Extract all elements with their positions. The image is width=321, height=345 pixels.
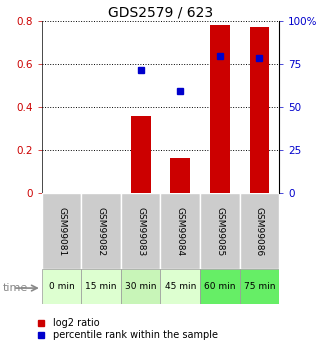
Text: GSM99081: GSM99081 [57, 207, 66, 256]
Bar [210, 25, 230, 193]
Bar [42, 269, 81, 304]
Bar [81, 193, 121, 269]
Text: 60 min: 60 min [204, 282, 236, 291]
Bar [131, 116, 151, 193]
Text: GSM99086: GSM99086 [255, 207, 264, 256]
Legend: log2 ratio, percentile rank within the sample: log2 ratio, percentile rank within the s… [37, 318, 218, 340]
Bar [42, 193, 81, 269]
Bar [121, 269, 160, 304]
Text: GSM99085: GSM99085 [215, 207, 224, 256]
Bar [170, 158, 190, 193]
Text: 75 min: 75 min [244, 282, 275, 291]
Text: GSM99083: GSM99083 [136, 207, 145, 256]
Bar [160, 269, 200, 304]
Bar [81, 269, 121, 304]
Text: 30 min: 30 min [125, 282, 156, 291]
Bar [240, 193, 279, 269]
Title: GDS2579 / 623: GDS2579 / 623 [108, 6, 213, 20]
Bar [200, 269, 240, 304]
Text: 15 min: 15 min [85, 282, 117, 291]
Bar [249, 27, 269, 193]
Text: 0 min: 0 min [49, 282, 74, 291]
Text: GSM99082: GSM99082 [97, 207, 106, 256]
Bar [200, 193, 240, 269]
Bar [121, 193, 160, 269]
Text: time: time [3, 283, 29, 293]
Text: GSM99084: GSM99084 [176, 207, 185, 256]
Bar [240, 269, 279, 304]
Text: 45 min: 45 min [165, 282, 196, 291]
Bar [160, 193, 200, 269]
